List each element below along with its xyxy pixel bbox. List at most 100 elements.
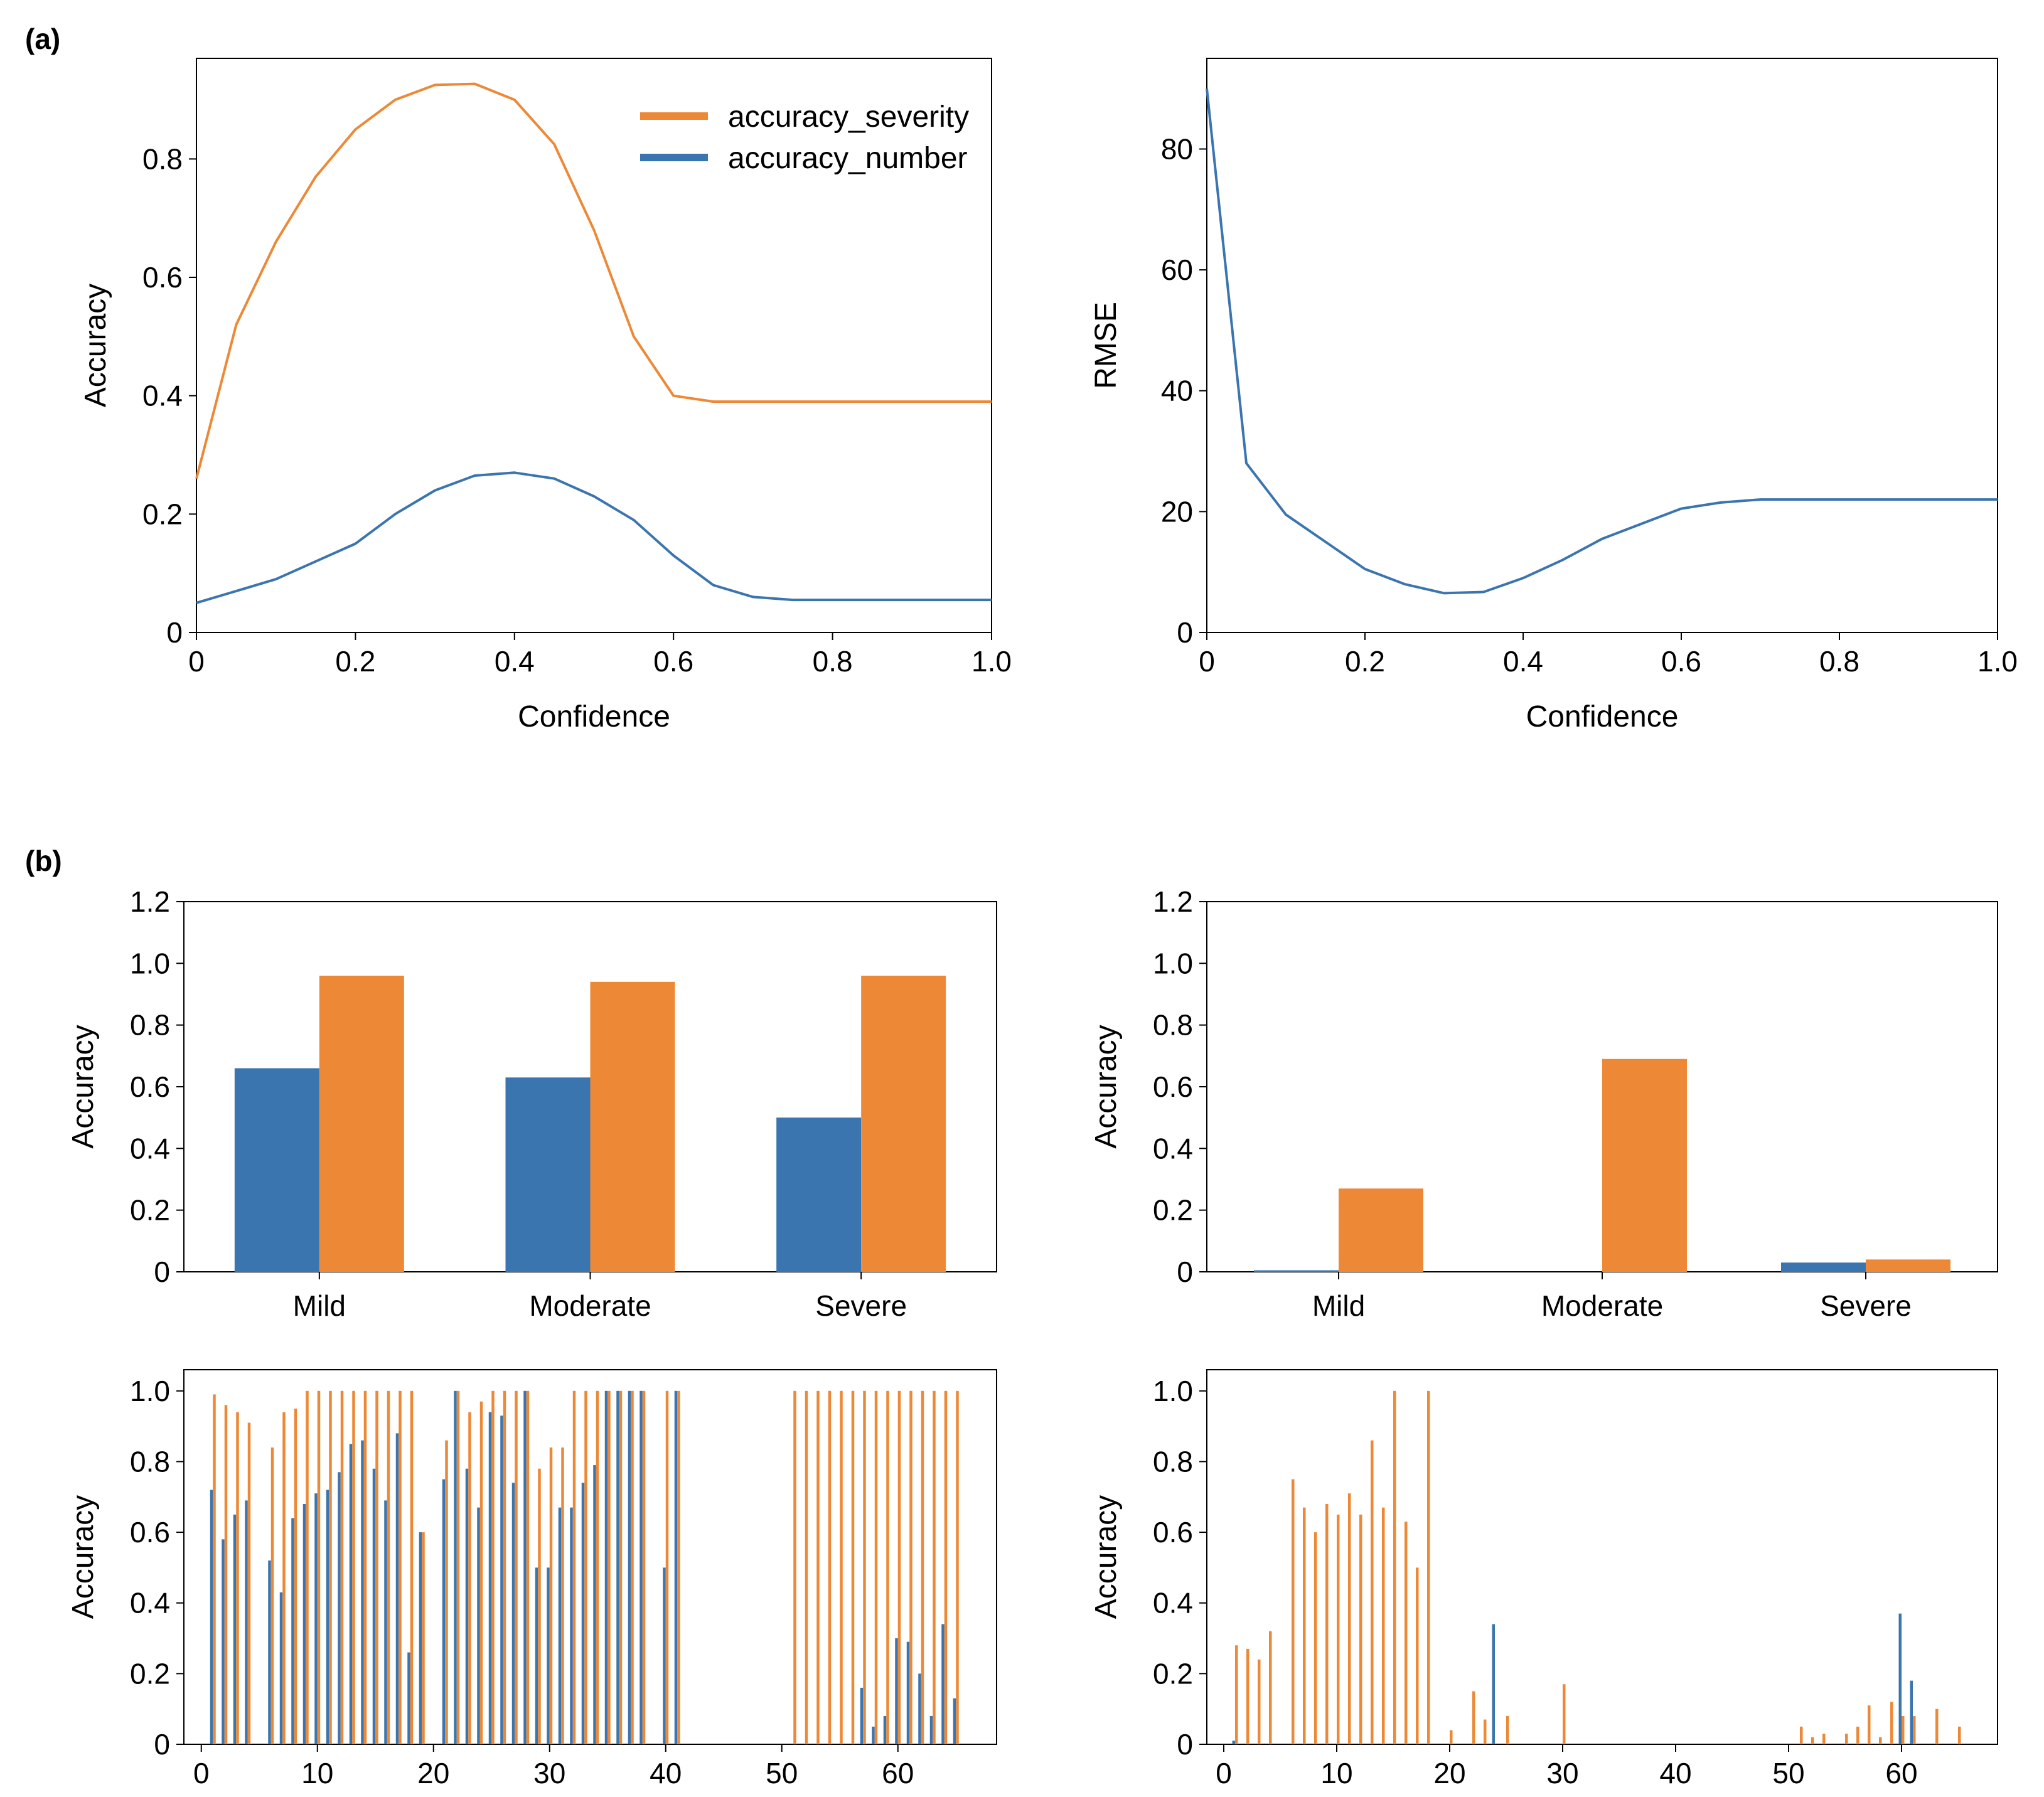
y-tick-label: 80	[1161, 132, 1193, 165]
y-tick-label: 0	[1177, 616, 1193, 649]
bar-accuracy_number	[361, 1440, 364, 1744]
bar-accuracy_number	[268, 1560, 271, 1744]
chart-b_bottom_right: 0 0.2 0.4 0.6 0.8 1.0 0 10 20 30 40 50 60 Accuracy	[1089, 1369, 1998, 1789]
bar-accuracy_number	[558, 1507, 562, 1744]
bar-accuracy_severity	[399, 1390, 402, 1744]
y-tick-label: 60	[1161, 253, 1193, 286]
bar-accuracy_severity	[1269, 1631, 1272, 1744]
bar-accuracy_severity	[874, 1390, 878, 1744]
y-tick-label: 0.8	[130, 1445, 170, 1478]
bar-accuracy_severity	[317, 1390, 321, 1744]
x-tick-label: 0.8	[813, 645, 853, 678]
bar-accuracy_severity	[828, 1390, 832, 1744]
bar-accuracy_severity	[1811, 1737, 1814, 1744]
x-tick-label: 10	[1320, 1757, 1352, 1789]
bar-accuracy_number	[326, 1490, 329, 1744]
bar-accuracy_number	[535, 1567, 538, 1744]
bar-accuracy_number	[860, 1687, 864, 1744]
bar-accuracy_severity	[270, 1447, 274, 1744]
bar-accuracy_severity	[863, 1390, 866, 1744]
plot-frame	[196, 58, 992, 633]
bar-accuracy_number	[906, 1641, 910, 1744]
y-tick-label: 0.2	[130, 1657, 170, 1690]
plot-frame	[1206, 1369, 1998, 1745]
y-tick-label: 0.2	[1153, 1657, 1193, 1690]
x-tick-label: 0.4	[495, 645, 535, 678]
y-tick-label: 1.2	[1153, 885, 1193, 918]
bar-accuracy_number	[570, 1507, 573, 1744]
y-tick-label: 0	[1177, 1256, 1193, 1288]
bar-accuracy_severity	[1292, 1479, 1295, 1744]
chart-b_top_left: 0 0.2 0.4 0.6 0.8 1.0 1.2 Accuracy Mild Moderate S…	[67, 885, 997, 1322]
y-tick-label: 0	[166, 616, 183, 649]
bar-accuracy_severity	[1506, 1715, 1509, 1744]
bar-accuracy_number	[407, 1652, 410, 1744]
x-tick-label: 0.2	[1345, 645, 1385, 678]
bar-accuracy_severity	[549, 1447, 553, 1744]
y-tick-label: 1.0	[1153, 1375, 1193, 1407]
bar-accuracy_severity	[851, 1390, 855, 1744]
y-tick-label: 40	[1161, 375, 1193, 407]
x-tick-label: 40	[1659, 1757, 1691, 1789]
x-tick-label: 30	[1546, 1757, 1578, 1789]
y-tick-label: 1.2	[130, 885, 170, 918]
bar-accuracy_number	[1492, 1624, 1495, 1744]
x-tick-label: 0.4	[1503, 645, 1543, 678]
bar-accuracy_number	[245, 1500, 248, 1744]
y-tick-label: 1.0	[130, 1375, 170, 1407]
y-tick-label: 0	[154, 1728, 170, 1761]
bar-accuracy_severity	[1393, 1390, 1396, 1744]
bar-accuracy_severity	[1868, 1705, 1871, 1744]
bar-accuracy_severity	[631, 1390, 634, 1744]
bar-accuracy_severity	[1472, 1691, 1475, 1744]
bar-accuracy_severity	[1246, 1648, 1249, 1744]
category-label: Mild	[293, 1289, 346, 1322]
x-axis-title: Confidence	[1526, 700, 1679, 733]
bar-accuracy_number	[883, 1715, 887, 1744]
category-label: Moderate	[529, 1289, 651, 1322]
bar-accuracy_severity	[445, 1440, 448, 1744]
legend-label-accuracy_number: accuracy_number	[728, 142, 968, 175]
bar-accuracy_severity	[886, 1390, 889, 1744]
x-tick-label: 0.6	[1661, 645, 1701, 678]
bar-accuracy_number	[500, 1416, 503, 1744]
x-tick-label: 40	[650, 1757, 682, 1789]
x-tick-label: 0.6	[653, 645, 693, 678]
y-axis-title: Accuracy	[1089, 1025, 1123, 1148]
y-tick-label: 0.6	[1153, 1516, 1193, 1549]
bar-accuracy_severity	[1879, 1737, 1882, 1744]
bar-accuracy_number	[953, 1698, 956, 1744]
bar-accuracy_severity	[933, 1390, 936, 1744]
y-tick-label: 0.6	[130, 1516, 170, 1549]
bar-accuracy_number	[776, 1117, 862, 1272]
y-tick-label: 0.8	[142, 142, 183, 175]
y-tick-label: 0.4	[1153, 1132, 1193, 1165]
bar-accuracy_number	[895, 1638, 898, 1744]
y-tick-label: 1.0	[1153, 947, 1193, 979]
bar-accuracy_number	[1781, 1262, 1866, 1272]
bar-accuracy_severity	[840, 1390, 843, 1744]
y-tick-label: 0.8	[1153, 1445, 1193, 1478]
y-tick-label: 0.4	[142, 380, 183, 412]
x-tick-label: 0	[1199, 645, 1215, 678]
y-tick-label: 0	[1177, 1728, 1193, 1761]
x-tick-label: 0.8	[1819, 645, 1859, 678]
bar-accuracy_number	[338, 1472, 341, 1744]
bar-accuracy_number	[419, 1532, 422, 1744]
bar-accuracy_severity	[909, 1390, 912, 1744]
bar-accuracy_severity	[1303, 1507, 1306, 1744]
bar-accuracy_severity	[590, 981, 675, 1272]
x-tick-label: 10	[301, 1757, 333, 1789]
bar-accuracy_severity	[1337, 1514, 1340, 1744]
bar-accuracy_number	[1232, 1741, 1235, 1744]
x-tick-label: 60	[882, 1757, 914, 1789]
bar-accuracy_severity	[468, 1412, 471, 1744]
plot-frame	[1206, 58, 1998, 633]
bar-accuracy_number	[222, 1539, 225, 1744]
x-tick-label: 60	[1885, 1757, 1917, 1789]
bar-accuracy_severity	[1359, 1514, 1362, 1744]
bar-accuracy_severity	[1339, 1188, 1423, 1272]
charts-layer: 0 0.2 0.4 0.6 0.8 0 0.2 0.4 0.6 0.8 1.0 Confidence A…	[67, 58, 2018, 1789]
bar-accuracy_number	[234, 1068, 319, 1272]
